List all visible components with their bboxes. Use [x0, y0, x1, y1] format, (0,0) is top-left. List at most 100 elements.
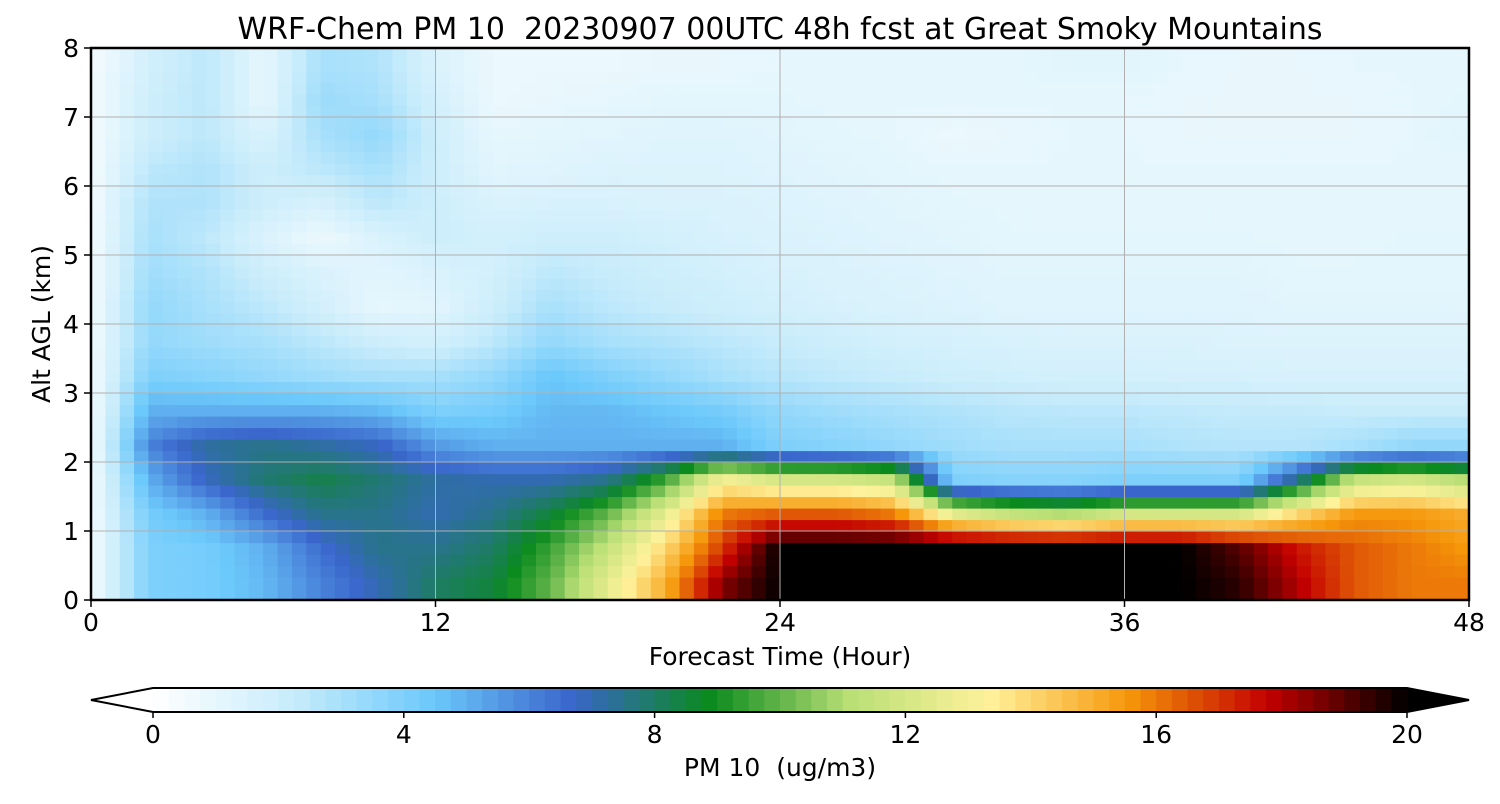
heatmap-cell: [579, 301, 594, 314]
heatmap-cell: [177, 393, 193, 406]
heatmap-cell: [1382, 71, 1398, 84]
heatmap-cell: [679, 151, 695, 164]
heatmap-cell: [277, 335, 293, 348]
heatmap-cell: [1124, 94, 1140, 107]
colorbar-swatch: [717, 688, 734, 712]
heatmap-cell: [780, 71, 795, 84]
heatmap-cell: [105, 48, 121, 61]
heatmap-cell: [1296, 209, 1312, 222]
heatmap-cell: [1224, 450, 1240, 463]
heatmap-cell: [593, 588, 609, 600]
heatmap-cell: [1296, 186, 1312, 199]
heatmap-cell: [866, 174, 882, 187]
heatmap-cell: [335, 197, 350, 210]
heatmap-cell: [1354, 588, 1370, 600]
heatmap-cell: [1095, 542, 1111, 555]
heatmap-cell: [205, 565, 221, 578]
heatmap-cell: [894, 531, 910, 544]
heatmap-cell: [966, 531, 982, 544]
heatmap-cell: [248, 48, 264, 61]
heatmap-cell: [952, 128, 968, 141]
heatmap-cell: [1124, 186, 1140, 199]
heatmap-cell: [952, 151, 968, 164]
heatmap-cell: [421, 393, 437, 406]
heatmap-cell: [1239, 588, 1255, 600]
heatmap-cell: [1325, 531, 1341, 544]
heatmap-cell: [636, 508, 652, 521]
heatmap-cell: [909, 197, 925, 210]
colorbar-swatch: [623, 688, 640, 712]
heatmap-cell: [909, 71, 925, 84]
heatmap-cell: [1067, 519, 1083, 532]
heatmap-cell: [119, 220, 135, 233]
heatmap-cell: [679, 94, 695, 107]
heatmap-cell: [650, 381, 666, 394]
heatmap-cell: [277, 531, 293, 544]
heatmap-cell: [119, 565, 135, 578]
heatmap-cell: [866, 519, 882, 532]
heatmap-cell: [162, 48, 178, 61]
heatmap-cell: [837, 508, 853, 521]
heatmap-cell: [722, 450, 738, 463]
heatmap-cell: [1354, 519, 1370, 532]
heatmap-cell: [894, 186, 910, 199]
heatmap-cell: [220, 312, 236, 325]
heatmap-cell: [1081, 485, 1097, 498]
heatmap-cell: [363, 542, 379, 555]
heatmap-cell: [851, 105, 867, 118]
heatmap-cell: [1296, 519, 1312, 532]
heatmap-cell: [1153, 370, 1169, 383]
heatmap-cell: [105, 335, 121, 348]
heatmap-cell: [1382, 163, 1398, 176]
heatmap-cell: [220, 163, 236, 176]
heatmap-cell: [378, 197, 394, 210]
heatmap-cell: [765, 416, 781, 429]
heatmap-cell: [808, 485, 824, 498]
heatmap-cell: [564, 255, 580, 268]
heatmap-cell: [1382, 128, 1398, 141]
heatmap-cell: [478, 186, 494, 199]
heatmap-cell: [177, 450, 193, 463]
heatmap-cell: [1239, 358, 1255, 371]
heatmap-cell: [349, 404, 365, 417]
heatmap-cell: [1224, 151, 1240, 164]
heatmap-cell: [1167, 462, 1183, 475]
heatmap-cell: [1153, 312, 1169, 325]
heatmap-cell: [679, 554, 695, 567]
heatmap-cell: [91, 450, 106, 463]
heatmap-cell: [349, 462, 365, 475]
heatmap-cell: [751, 151, 767, 164]
heatmap-cell: [1282, 508, 1298, 521]
heatmap-cell: [248, 496, 264, 509]
heatmap-cell: [1009, 209, 1025, 222]
heatmap-cell: [622, 347, 638, 360]
heatmap-cell: [349, 312, 365, 325]
heatmap-cell: [1081, 82, 1097, 95]
heatmap-cell: [1268, 335, 1283, 348]
heatmap-cell: [205, 174, 221, 187]
heatmap-cell: [1124, 128, 1140, 141]
heatmap-cell: [177, 381, 193, 394]
heatmap-cell: [780, 94, 795, 107]
heatmap-cell: [823, 462, 839, 475]
heatmap-cell: [966, 232, 982, 245]
heatmap-cell: [277, 393, 293, 406]
heatmap-cell: [550, 197, 566, 210]
heatmap-cell: [378, 186, 394, 199]
heatmap-cell: [1095, 289, 1111, 302]
heatmap-cell: [1067, 312, 1083, 325]
heatmap-cell: [119, 174, 135, 187]
heatmap-cell: [1253, 71, 1269, 84]
heatmap-cell: [923, 427, 939, 440]
heatmap-cell: [320, 163, 336, 176]
heatmap-cell: [1210, 266, 1226, 279]
heatmap-cell: [148, 496, 164, 509]
heatmap-cell: [1024, 565, 1039, 578]
heatmap-cell: [478, 473, 494, 486]
heatmap-cell: [880, 312, 896, 325]
heatmap-cell: [851, 163, 867, 176]
heatmap-cell: [1196, 439, 1212, 452]
heatmap-cell: [392, 531, 408, 544]
heatmap-cell: [1153, 163, 1169, 176]
heatmap-cell: [995, 94, 1011, 107]
